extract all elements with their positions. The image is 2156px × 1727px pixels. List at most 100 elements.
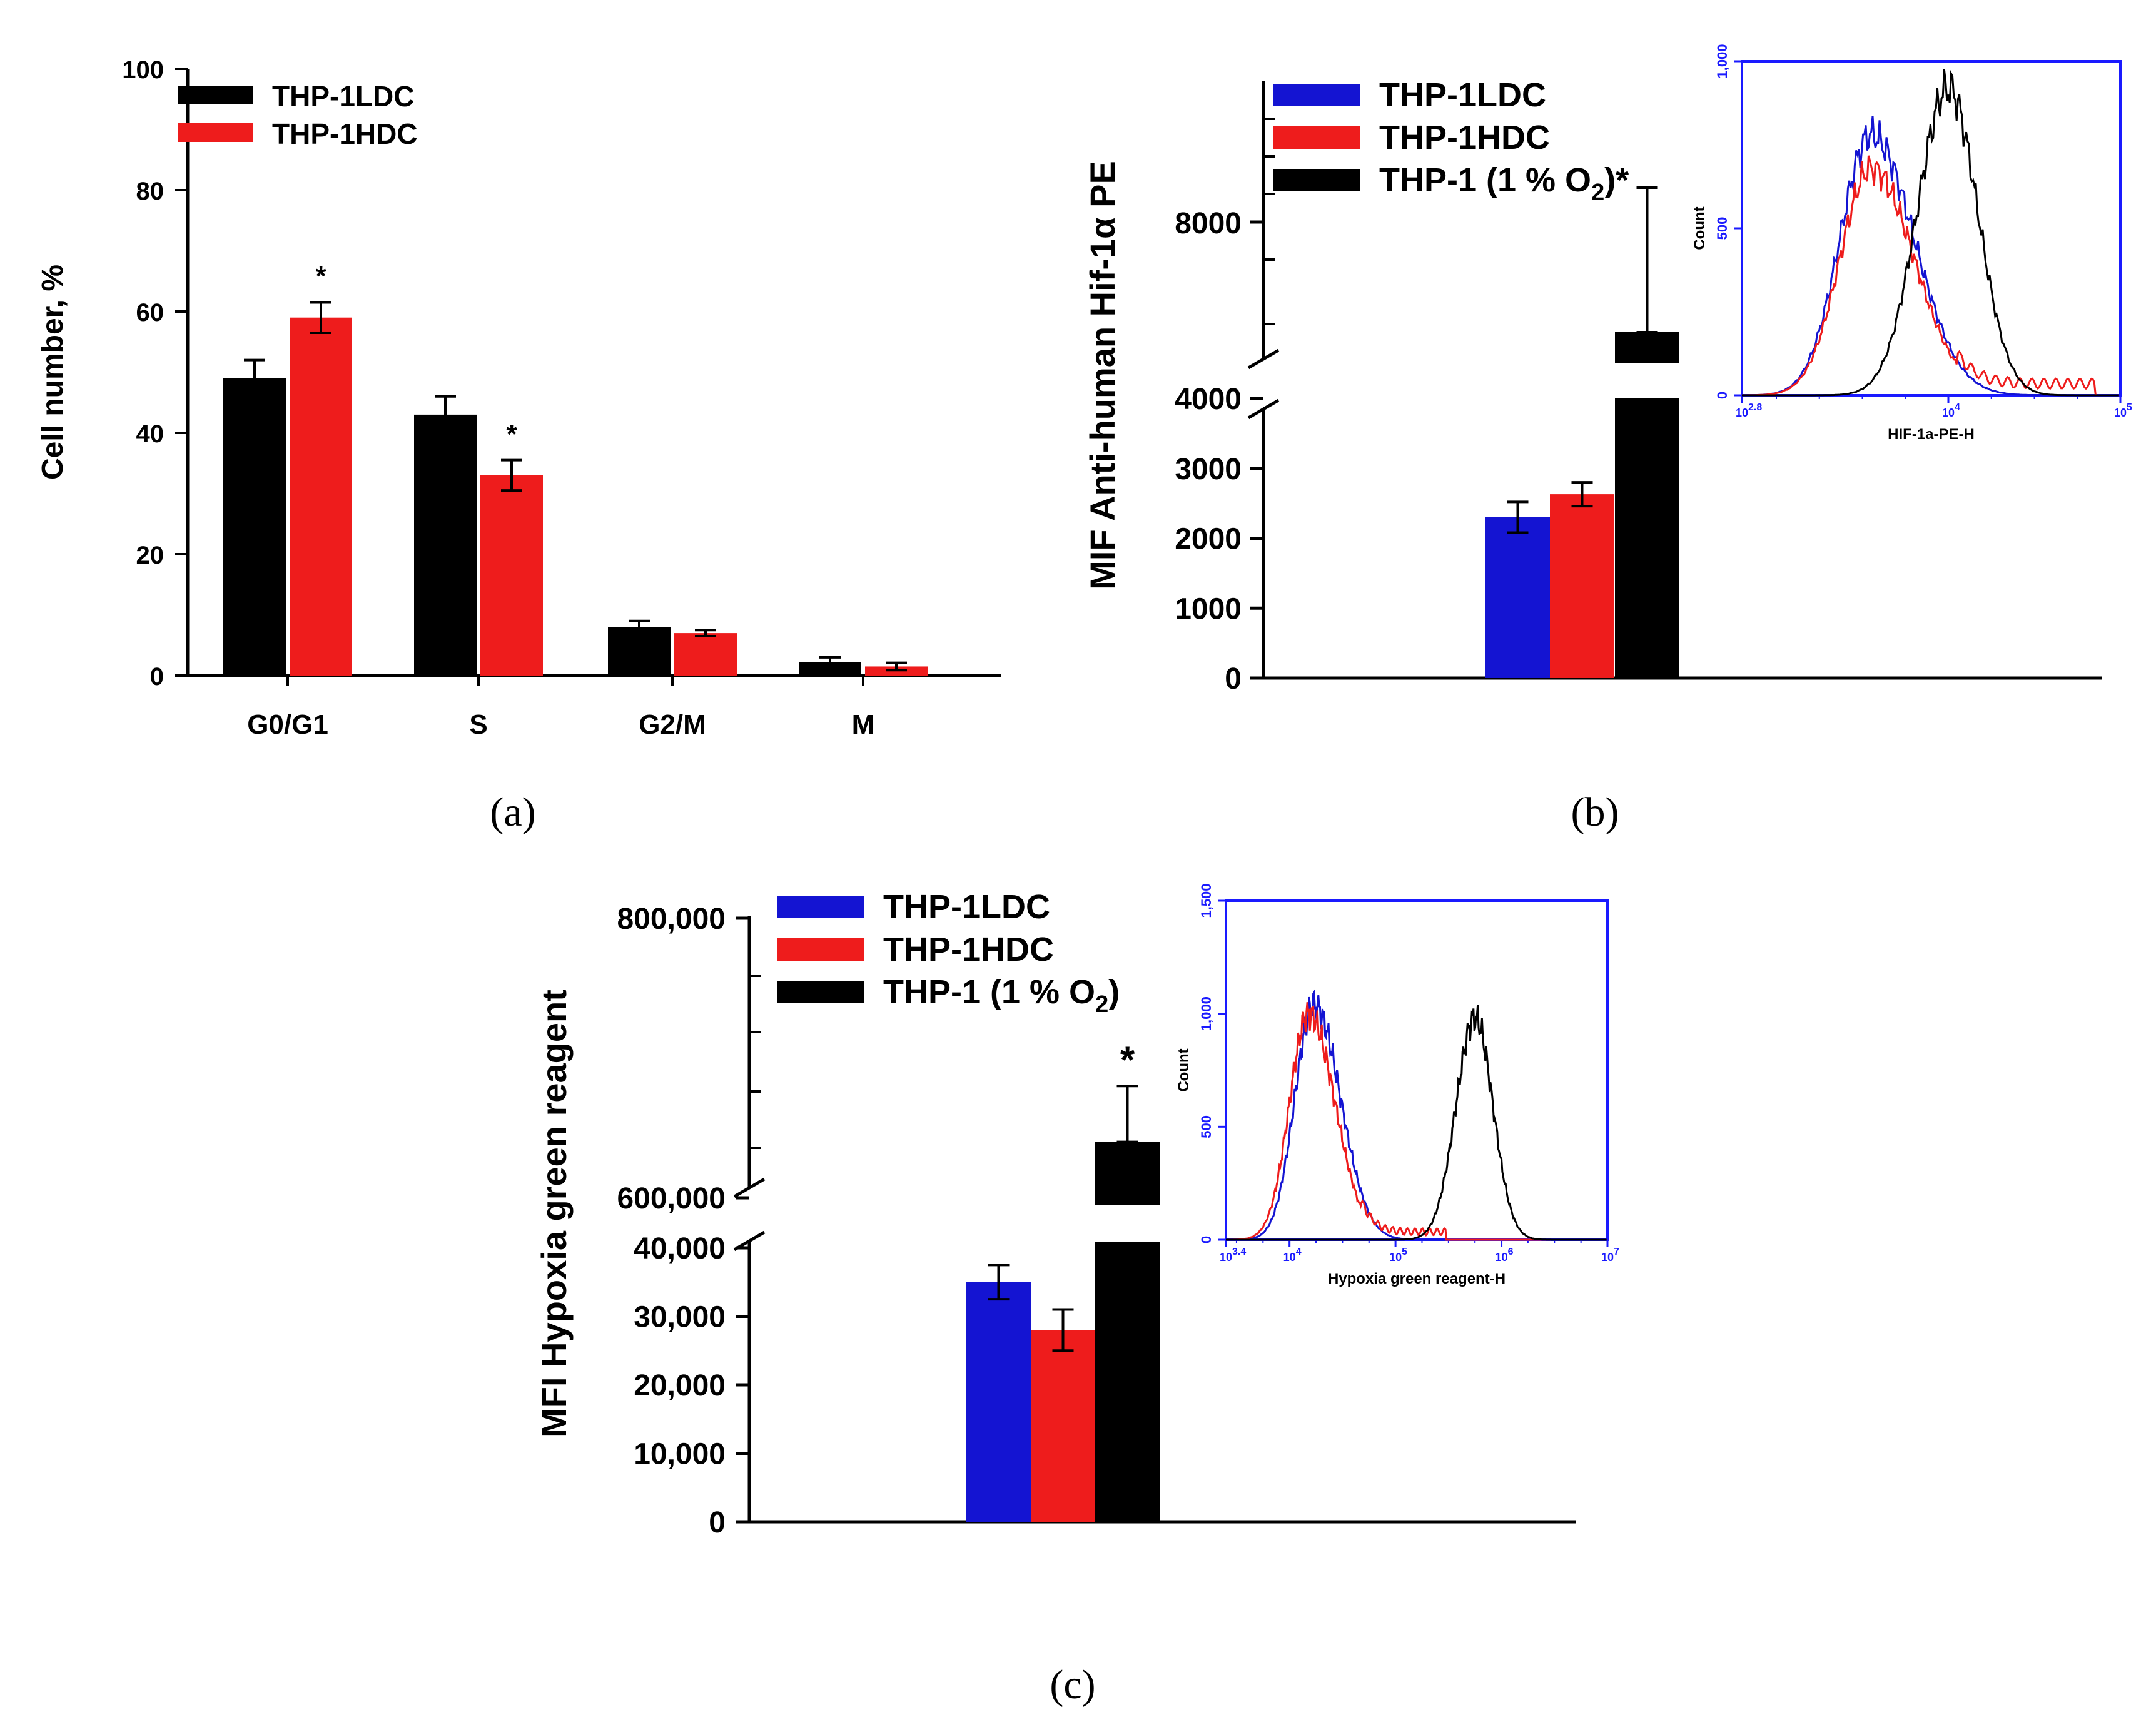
panel-a-ylabel: Cell number, % <box>36 265 69 480</box>
panel-a-ytick-label: 0 <box>150 663 164 691</box>
inset-b-xtick-exponent: 2.8 <box>1748 402 1762 413</box>
inset-c-xtick-label: 106 <box>1496 1247 1514 1264</box>
panel-b-caption: (b) <box>1571 789 1619 835</box>
legend-a-label-ldc: THP-1LDC <box>272 80 414 113</box>
inset-c-ytick-label: 1,000 <box>1198 996 1214 1031</box>
panel-a-xtick-label: M <box>852 709 875 740</box>
panel-a-ytick-label: 20 <box>136 542 164 569</box>
inset-b-frame <box>1741 60 2122 397</box>
panel-c-bar <box>966 1282 1031 1522</box>
panel-a-bar <box>223 378 286 676</box>
panel-b: 0 1000 2000 3000 4000 8000 MIF Anti-human Hi… <box>1083 44 2132 835</box>
legend-b-label: THP-1LDC <box>1379 76 1546 114</box>
panel-a-errorbar <box>244 358 265 398</box>
panel-a-star-g0g1: * <box>315 261 326 291</box>
inset-c-xtick-exponent: 7 <box>1614 1247 1619 1257</box>
panel-c-ytick-label: 30,000 <box>634 1301 726 1334</box>
inset-c-curve <box>1226 1002 1607 1241</box>
panel-b-bar <box>1485 517 1550 678</box>
inset-b-xtick-label: 102.8 <box>1736 402 1762 419</box>
panel-c-ytick-label: 800,000 <box>617 903 726 936</box>
panel-b-ytick-label: 4000 <box>1175 383 1242 416</box>
panel-c-ytick-label: 40,000 <box>634 1232 726 1265</box>
panel-b-ytick-label: 3000 <box>1175 453 1242 486</box>
legend-b-label: THP-1 (1 % O2)* <box>1379 161 1629 206</box>
panel-b-bar-upper <box>1615 332 1679 363</box>
panel-a-xtick-label: G0/G1 <box>247 709 328 740</box>
legend-c-swatch <box>777 981 864 1003</box>
panel-a-ytick-label: 100 <box>122 56 164 84</box>
inset-b-curve <box>1742 69 2119 397</box>
legend-b-swatch <box>1273 84 1360 106</box>
panel-c-bar-upper <box>1095 1142 1160 1205</box>
inset-c-ylabel: Count <box>1175 1048 1192 1091</box>
legend-a-label-hdc: THP-1HDC <box>272 118 418 150</box>
panel-b-ytick-label: 2000 <box>1175 523 1242 556</box>
inset-c-xlabel: Hypoxia green reagent-H <box>1328 1270 1506 1287</box>
legend-c-label: THP-1LDC <box>883 888 1050 926</box>
legend-c-swatch <box>777 896 864 918</box>
inset-c-xtick-label: 105 <box>1389 1247 1407 1264</box>
panel-b-axis-break <box>1247 348 1280 420</box>
inset-c-xtick-label: 107 <box>1601 1247 1619 1264</box>
panel-a-errorbar <box>819 656 841 669</box>
legend-b-swatch <box>1273 126 1360 149</box>
panel-c-caption: (c) <box>1050 1662 1095 1708</box>
panel-c-bar-lower <box>1095 1242 1160 1522</box>
panel-a-errorbar <box>435 395 456 434</box>
inset-c-xtick-label: 104 <box>1283 1247 1302 1264</box>
panel-a-bar <box>290 317 352 676</box>
panel-c-minor-ticks <box>749 975 761 1149</box>
panel-c-star: * <box>1120 1039 1135 1081</box>
inset-c-xtick-exponent: 5 <box>1402 1247 1407 1257</box>
panel-c-errorbar <box>1116 1085 1138 1143</box>
legend-a-swatch-ldc <box>178 86 253 104</box>
panel-c-ytick-label: 0 <box>709 1506 726 1539</box>
legend-b-label-suffix: )* <box>1604 161 1629 199</box>
inset-c-ytick-label: 0 <box>1198 1236 1214 1243</box>
panel-b-ylabel: MIF Anti-human Hif-1α PE <box>1083 161 1122 590</box>
panel-a-bar <box>608 627 671 676</box>
inset-b-xtick-label: 104 <box>1942 402 1960 419</box>
inset-c-frame <box>1225 899 1609 1241</box>
legend-c-label: THP-1 (1 % O2) <box>883 973 1120 1018</box>
panel-b-errorbar <box>1571 481 1593 508</box>
panel-a-xtick-label: S <box>469 709 487 740</box>
legend-c-label-subscript: 2 <box>1095 991 1108 1018</box>
inset-c-curve <box>1226 989 1607 1241</box>
panel-c-ytick-label: 10,000 <box>634 1438 726 1471</box>
panel-c-errorbar <box>1052 1308 1074 1352</box>
inset-c-ytick-label: 1,500 <box>1198 883 1214 918</box>
panel-a-ytick-label: 80 <box>136 178 164 205</box>
legend-b-label-subscript: 2 <box>1591 180 1604 206</box>
legend-b-swatch <box>1273 169 1360 191</box>
legend-c-label-suffix: ) <box>1108 973 1120 1011</box>
panel-b-ytick-label: 1000 <box>1175 592 1242 625</box>
panel-a-bar <box>480 475 543 676</box>
panel-b-ytick-upper: 8000 <box>1175 207 1242 240</box>
inset-b-ylabel: Count <box>1691 206 1708 250</box>
panel-a-caption: (a) <box>490 789 535 835</box>
legend-c-swatch <box>777 938 864 961</box>
inset-b-ytick-label: 500 <box>1714 217 1730 240</box>
panel-a-bar <box>674 633 737 676</box>
panel-c-bar <box>1031 1330 1095 1522</box>
panel-a-errorbar <box>695 629 716 637</box>
inset-b-curve <box>1742 115 2119 397</box>
panel-a-errorbar <box>310 301 331 334</box>
inset-c-xtick-exponent: 4 <box>1296 1247 1302 1257</box>
inset-b-xtick-exponent: 4 <box>1955 402 1960 413</box>
inset-c-xtick-exponent: 3.4 <box>1232 1247 1246 1257</box>
panel-b-errorbar <box>1507 500 1529 534</box>
panel-b-bar <box>1550 494 1614 678</box>
legend-a-swatch-hdc <box>178 123 253 142</box>
panel-a-ytick-label: 60 <box>136 299 164 327</box>
inset-b-xtick-exponent: 5 <box>2127 402 2132 413</box>
inset-b-ytick-label: 0 <box>1714 392 1730 399</box>
inset-b-curve <box>1742 155 2119 397</box>
panel-a-errorbar <box>629 619 650 635</box>
inset-c-xtick-exponent: 6 <box>1508 1247 1514 1257</box>
inset-c-curve <box>1226 1005 1607 1241</box>
